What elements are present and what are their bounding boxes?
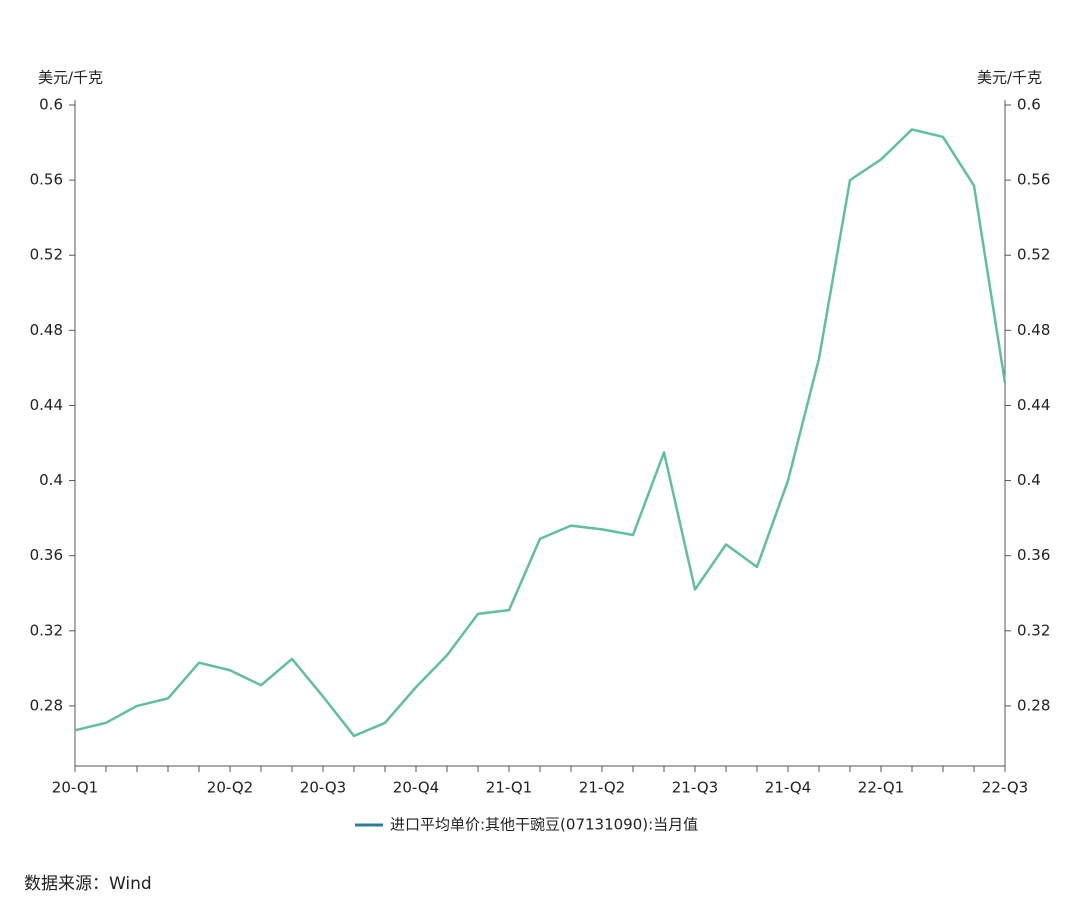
- y-axis-label: 美元/千克: [38, 69, 103, 87]
- y2-tick-label: 0.52: [1017, 246, 1050, 264]
- y-tick-label: 0.28: [30, 696, 63, 714]
- y2-tick-label: 0.36: [1017, 546, 1050, 564]
- x-tick-label: 22-Q1: [858, 779, 904, 797]
- legend-label: 进口平均单价:其他干豌豆(07131090):当月值: [390, 816, 698, 834]
- x-tick-label: 20-Q4: [393, 779, 439, 797]
- y2-tick-label: 0.28: [1017, 696, 1050, 714]
- x-tick-label: 20-Q2: [207, 779, 253, 797]
- y-tick-label: 0.52: [30, 246, 63, 264]
- y2-tick-label: 0.44: [1017, 396, 1050, 414]
- x-tick-label: 21-Q2: [579, 779, 625, 797]
- source-note: 数据来源：Wind: [24, 874, 152, 894]
- data-line: [74, 128, 1007, 738]
- x-tick-label: 21-Q1: [486, 779, 532, 797]
- y-tick-label: 0.32: [30, 621, 63, 639]
- y-tick-label: 0.4: [39, 471, 63, 489]
- x-tick-label: 20-Q3: [300, 779, 346, 797]
- y2-tick-label: 0.32: [1017, 621, 1050, 639]
- x-tick-label: 20-Q1: [52, 779, 98, 797]
- y2-tick-label: 0.6: [1017, 96, 1041, 114]
- y-tick-label: 0.48: [30, 321, 63, 339]
- y2-axis-label: 美元/千克: [977, 69, 1042, 87]
- y2-tick-label: 0.56: [1017, 171, 1050, 189]
- y-tick-label: 0.36: [30, 546, 63, 564]
- y-tick-label: 0.44: [30, 396, 63, 414]
- y-tick-label: 0.56: [30, 171, 63, 189]
- x-tick-label: 22-Q3: [982, 779, 1028, 797]
- y-tick-label: 0.6: [39, 96, 63, 114]
- x-tick-label: 21-Q4: [765, 779, 811, 797]
- x-tick-label: 21-Q3: [672, 779, 718, 797]
- y2-tick-label: 0.48: [1017, 321, 1050, 339]
- y2-tick-label: 0.4: [1017, 471, 1041, 489]
